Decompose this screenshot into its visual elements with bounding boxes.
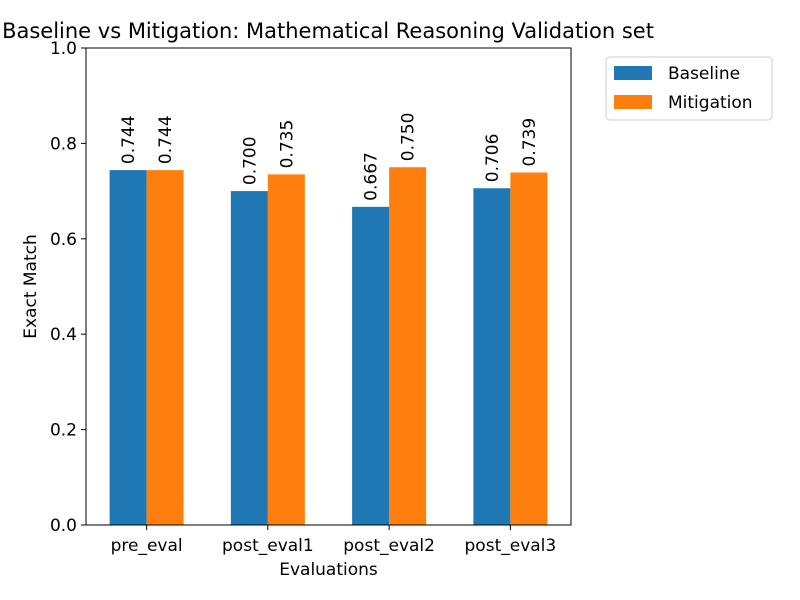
y-axis: 0.0 0.2 0.4 0.6 0.8 1.0 [50,39,86,536]
bar-mitigation-pre_eval [146,170,184,525]
legend: Baseline Mitigation [605,56,773,121]
x-tick-label: pre_eval [111,536,183,556]
chart-title: Baseline vs Mitigation: Mathematical Rea… [2,19,654,43]
y-tick-label: 0.2 [50,421,77,441]
data-label-baseline-post_eval3: 0.706 [483,134,503,183]
plot-frame [85,47,572,526]
legend-swatch-baseline [614,66,652,80]
bar-baseline-post_eval2 [352,206,390,525]
y-tick-label: 0.0 [50,516,77,536]
bar-baseline-pre_eval [109,170,147,525]
data-labels-layer: 0.744 0.744 0.700 0.735 0.667 0.750 0.706 0.739 [119,113,540,201]
bar-mitigation-post_eval3 [510,172,548,525]
y-tick-label: 0.4 [50,325,77,345]
data-label-baseline-pre_eval: 0.744 [119,115,139,164]
x-tick-label: post_eval2 [343,536,435,556]
bar-baseline-post_eval3 [473,188,511,525]
legend-label-baseline: Baseline [668,64,740,84]
bars-layer [109,167,548,525]
y-axis-label: Exact Match [21,234,41,339]
y-tick-label: 1.0 [50,39,77,59]
x-axis-label: Evaluations [279,560,378,580]
axes-layer [85,47,572,526]
bar-baseline-post_eval1 [230,191,268,525]
data-label-baseline-post_eval1: 0.700 [240,136,260,185]
data-label-mitigation-post_eval3: 0.739 [520,118,540,167]
data-label-mitigation-post_eval2: 0.750 [399,113,419,162]
data-label-mitigation-post_eval1: 0.735 [277,120,297,169]
x-tick-label: post_eval3 [465,536,557,556]
data-label-baseline-post_eval2: 0.667 [362,152,382,201]
y-tick-label: 0.8 [50,134,77,154]
bar-mitigation-post_eval2 [389,167,427,525]
x-tick-label: post_eval1 [222,536,314,556]
legend-label-mitigation: Mitigation [668,93,753,113]
bar-mitigation-post_eval1 [267,174,305,525]
x-axis: pre_eval post_eval1 post_eval2 post_eval3 [111,525,557,556]
y-tick-label: 0.6 [50,230,77,250]
legend-swatch-mitigation [614,95,652,109]
data-label-mitigation-pre_eval: 0.744 [156,115,176,164]
